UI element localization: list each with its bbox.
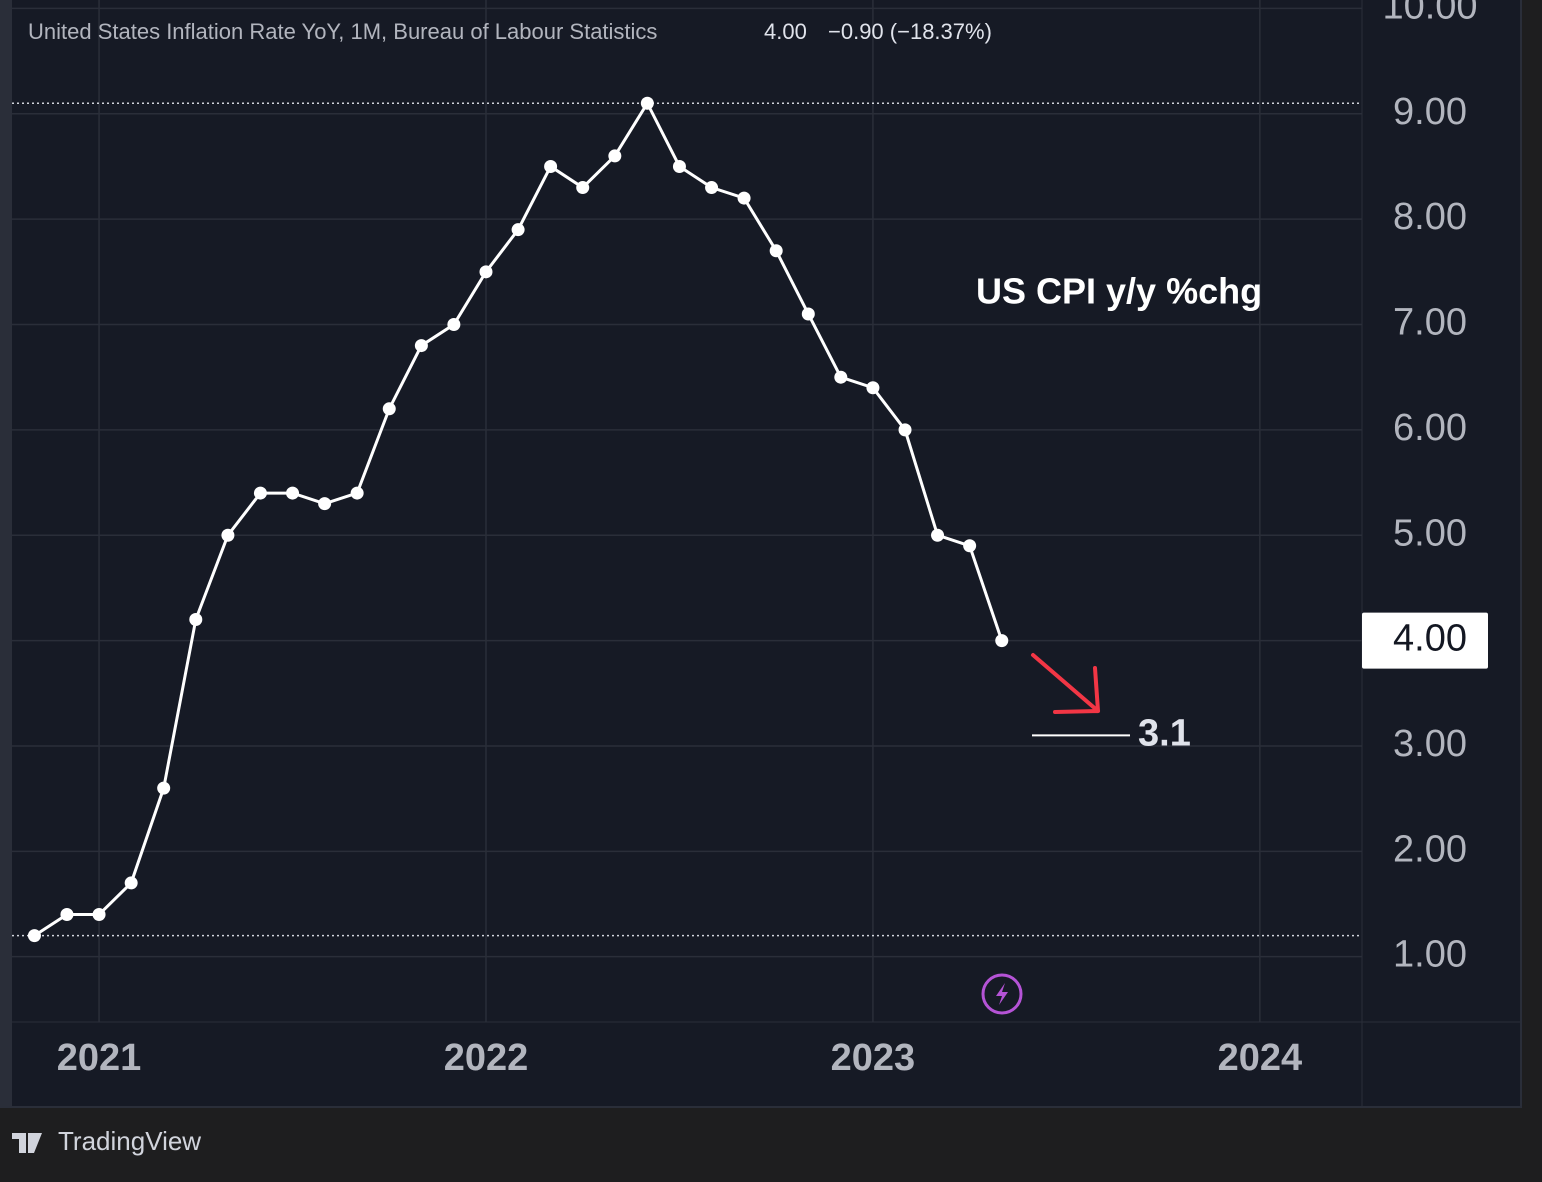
data-point: [672, 159, 686, 173]
data-point: [286, 486, 300, 500]
brand-logo: [12, 1133, 42, 1153]
data-point: [769, 244, 783, 258]
data-point: [995, 634, 1009, 648]
target-label: 3.1: [1138, 712, 1191, 754]
data-point: [640, 96, 654, 110]
x-tick-label: 2023: [831, 1037, 916, 1079]
data-point: [27, 929, 41, 943]
y-tick-label: 2.00: [1393, 828, 1467, 870]
data-point: [92, 908, 106, 922]
data-point: [801, 307, 815, 321]
data-point: [931, 528, 945, 542]
y-tick-label: 3.00: [1393, 723, 1467, 765]
data-point: [157, 781, 171, 795]
data-point: [608, 149, 622, 163]
data-point: [963, 539, 977, 553]
data-point: [382, 402, 396, 416]
data-point: [705, 181, 719, 195]
y-tick-label: 10.00: [1382, 0, 1477, 27]
x-tick-label: 2024: [1218, 1037, 1303, 1079]
data-point: [479, 265, 493, 279]
data-point: [447, 318, 461, 332]
data-point: [189, 613, 203, 627]
lightning-icon: [981, 973, 1023, 1015]
data-point: [544, 159, 558, 173]
data-point: [253, 486, 267, 500]
grid: [12, 0, 1520, 1106]
header-title: United States Inflation Rate YoY, 1M, Bu…: [28, 19, 657, 44]
data-point: [60, 908, 74, 922]
y-tick-label: 9.00: [1393, 91, 1467, 133]
x-tick-label: 2022: [444, 1037, 529, 1079]
data-point: [511, 223, 525, 237]
data-point: [318, 497, 332, 511]
annotation: US CPI y/y %chg: [976, 271, 1262, 312]
header-value: 4.00: [764, 19, 807, 44]
y-tick-label: 6.00: [1393, 407, 1467, 449]
pane: [12, 0, 1520, 1106]
y-tick-label: 1.00: [1393, 934, 1467, 976]
last-value-badge: [1362, 612, 1488, 669]
data-point: [737, 191, 751, 205]
data-point: [576, 181, 590, 195]
data-point: [834, 370, 848, 384]
data-point: [124, 876, 138, 890]
data-point: [221, 528, 235, 542]
data-point: [414, 339, 428, 353]
y-tick-label: 5.00: [1393, 512, 1467, 554]
data-point: [866, 381, 880, 395]
data-point: [350, 486, 364, 500]
arrow: [1031, 653, 1100, 714]
x-tick-label: 2021: [57, 1037, 142, 1079]
last-value-label: 4.00: [1393, 618, 1467, 660]
y-tick-label: 7.00: [1393, 302, 1467, 344]
y-tick-label: 8.00: [1393, 196, 1467, 238]
data-point: [898, 423, 912, 437]
brand: TradingView: [58, 1126, 201, 1156]
header-change: −0.90 (−18.37%): [828, 19, 992, 44]
